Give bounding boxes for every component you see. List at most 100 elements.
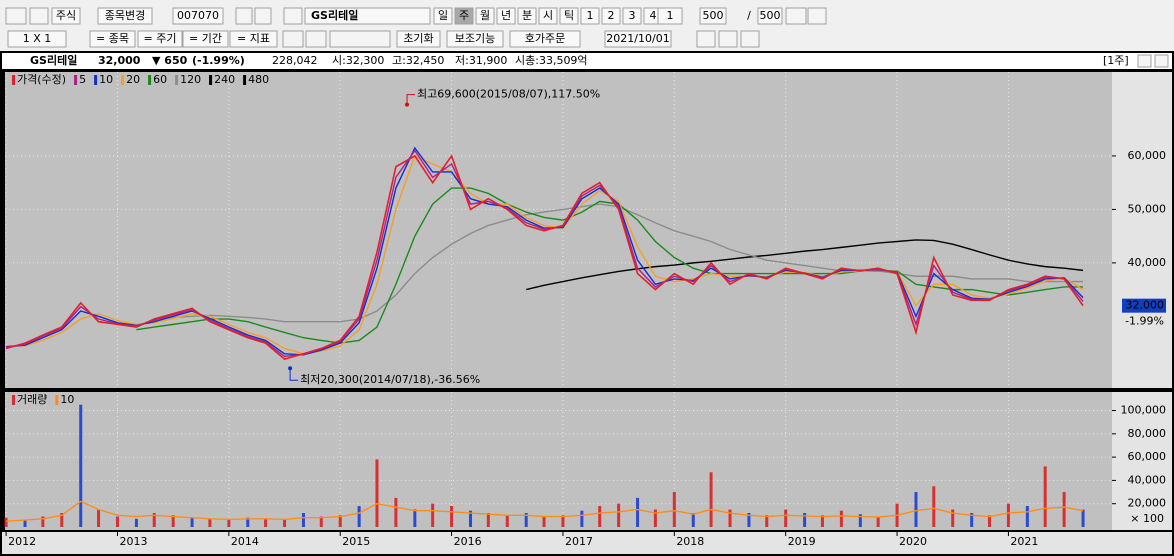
- toolbar-button[interactable]: [757, 7, 783, 25]
- toolbar-button[interactable]: [182, 30, 229, 48]
- volume-bar: [394, 497, 398, 527]
- legend-label: 240: [214, 73, 235, 86]
- legend-label: 60: [153, 73, 167, 86]
- volume-bar: [23, 520, 27, 527]
- volume-bar: [876, 516, 880, 527]
- toolbar-button[interactable]: [89, 30, 136, 48]
- x-axis-bg: [2, 532, 1172, 554]
- volume-bar: [375, 459, 379, 527]
- ma-line: [5, 154, 1084, 361]
- stock-icon[interactable]: [283, 7, 303, 25]
- info-high: 고:32,450: [392, 54, 444, 67]
- toolbar-button[interactable]: [580, 7, 600, 25]
- info-cap: 시총:33,509억: [515, 54, 588, 67]
- toolbar-label: 500: [703, 9, 724, 22]
- toolbar-label: 주: [459, 9, 469, 22]
- volume-bar: [134, 518, 138, 527]
- search-button[interactable]: [235, 7, 253, 25]
- toolbar-button[interactable]: [604, 30, 672, 48]
- toolbar-button[interactable]: [433, 7, 453, 25]
- legend-swatch: [209, 75, 213, 85]
- annotation-arrow: [406, 94, 416, 105]
- toolbar-button[interactable]: [657, 7, 683, 25]
- current-change: -1.99%: [1125, 315, 1164, 328]
- toolbar-button[interactable]: [601, 7, 621, 25]
- volume-bar: [728, 509, 732, 527]
- volume-bar: [190, 517, 194, 527]
- toolbar-button[interactable]: [7, 30, 67, 48]
- toolbar-button[interactable]: [446, 30, 504, 48]
- toolbar-button[interactable]: [97, 7, 153, 25]
- volume-bar: [839, 510, 843, 527]
- info-change: ▼ 650: [152, 54, 188, 67]
- volume-bar: [672, 492, 676, 527]
- y-tick-label: 40,000: [1128, 473, 1167, 486]
- toolbar-button[interactable]: [172, 7, 224, 25]
- print-button[interactable]: [718, 30, 738, 48]
- capture-button[interactable]: [740, 30, 760, 48]
- toolbar-button[interactable]: [304, 7, 431, 25]
- toolbar-button[interactable]: [396, 30, 441, 48]
- info-name: GS리테일: [30, 53, 77, 67]
- legend-swatch: [243, 75, 247, 85]
- volume-bar: [747, 513, 751, 527]
- annotation-arrow: [289, 368, 299, 381]
- menu-button[interactable]: [5, 7, 27, 25]
- toolbar-label: 1: [587, 9, 594, 22]
- legend-label: 120: [180, 73, 201, 86]
- toolbar-label: 시: [543, 9, 553, 22]
- toolbar-label: 2021/10/01: [606, 32, 669, 45]
- x-tick-label: 2019: [788, 535, 816, 548]
- current-price: 32,000: [1126, 299, 1165, 312]
- toolbar-button[interactable]: [622, 7, 642, 25]
- toolbar-button[interactable]: [559, 7, 579, 25]
- toolbar-button[interactable]: [454, 7, 474, 25]
- legend-swatch: [74, 75, 78, 85]
- favorite-button[interactable]: [254, 7, 272, 25]
- toolbar-button[interactable]: [229, 30, 278, 48]
- toolbar-button[interactable]: [699, 7, 727, 25]
- volume-bar: [691, 513, 695, 527]
- up-button[interactable]: [29, 7, 49, 25]
- toolbar-button[interactable]: [538, 7, 558, 25]
- toolbar-button[interactable]: [496, 7, 516, 25]
- volume-bar: [338, 515, 342, 527]
- settings-button[interactable]: [696, 30, 716, 48]
- price-plot-bg: [5, 72, 1112, 388]
- volume-bar: [450, 506, 454, 527]
- save-button[interactable]: [807, 7, 827, 25]
- toolbar-button[interactable]: [51, 7, 81, 25]
- minimize-button[interactable]: [1137, 54, 1152, 68]
- volume-bar: [283, 520, 287, 527]
- volume-bar: [524, 513, 528, 527]
- info-pct: (-1.99%): [192, 54, 245, 67]
- toolbar-button[interactable]: [509, 30, 581, 48]
- toolbar-label: = 주기: [144, 32, 177, 45]
- volume-bar: [4, 517, 8, 527]
- volume-bar: [653, 509, 657, 527]
- toolbar-button[interactable]: [517, 7, 537, 25]
- volume-bar: [932, 486, 936, 527]
- toolbar-button[interactable]: [475, 7, 495, 25]
- legend-label: 480: [248, 73, 269, 86]
- volume-bar: [914, 492, 918, 527]
- toolbar-button[interactable]: [137, 30, 183, 48]
- toolbar-label: 500: [760, 9, 781, 22]
- toolbar-label: 일: [438, 8, 448, 22]
- close-button[interactable]: [1154, 54, 1169, 68]
- volume-bar: [580, 510, 584, 527]
- annotation: 최고69,600(2015/08/07),117.50%: [417, 88, 600, 101]
- toolbar-label: = 기간: [189, 32, 222, 45]
- x-tick-label: 2017: [565, 535, 593, 548]
- add-button[interactable]: [785, 7, 807, 25]
- ma-line: [526, 239, 1084, 291]
- move-button[interactable]: [282, 30, 304, 48]
- play-controls[interactable]: [329, 30, 391, 48]
- volume-bar: [227, 520, 231, 527]
- volume-bar: [431, 503, 435, 527]
- won-button[interactable]: [305, 30, 327, 48]
- toolbar-label: 2: [608, 9, 615, 22]
- price-axis-bg: [1112, 72, 1172, 388]
- info-price: 32,000: [98, 54, 141, 67]
